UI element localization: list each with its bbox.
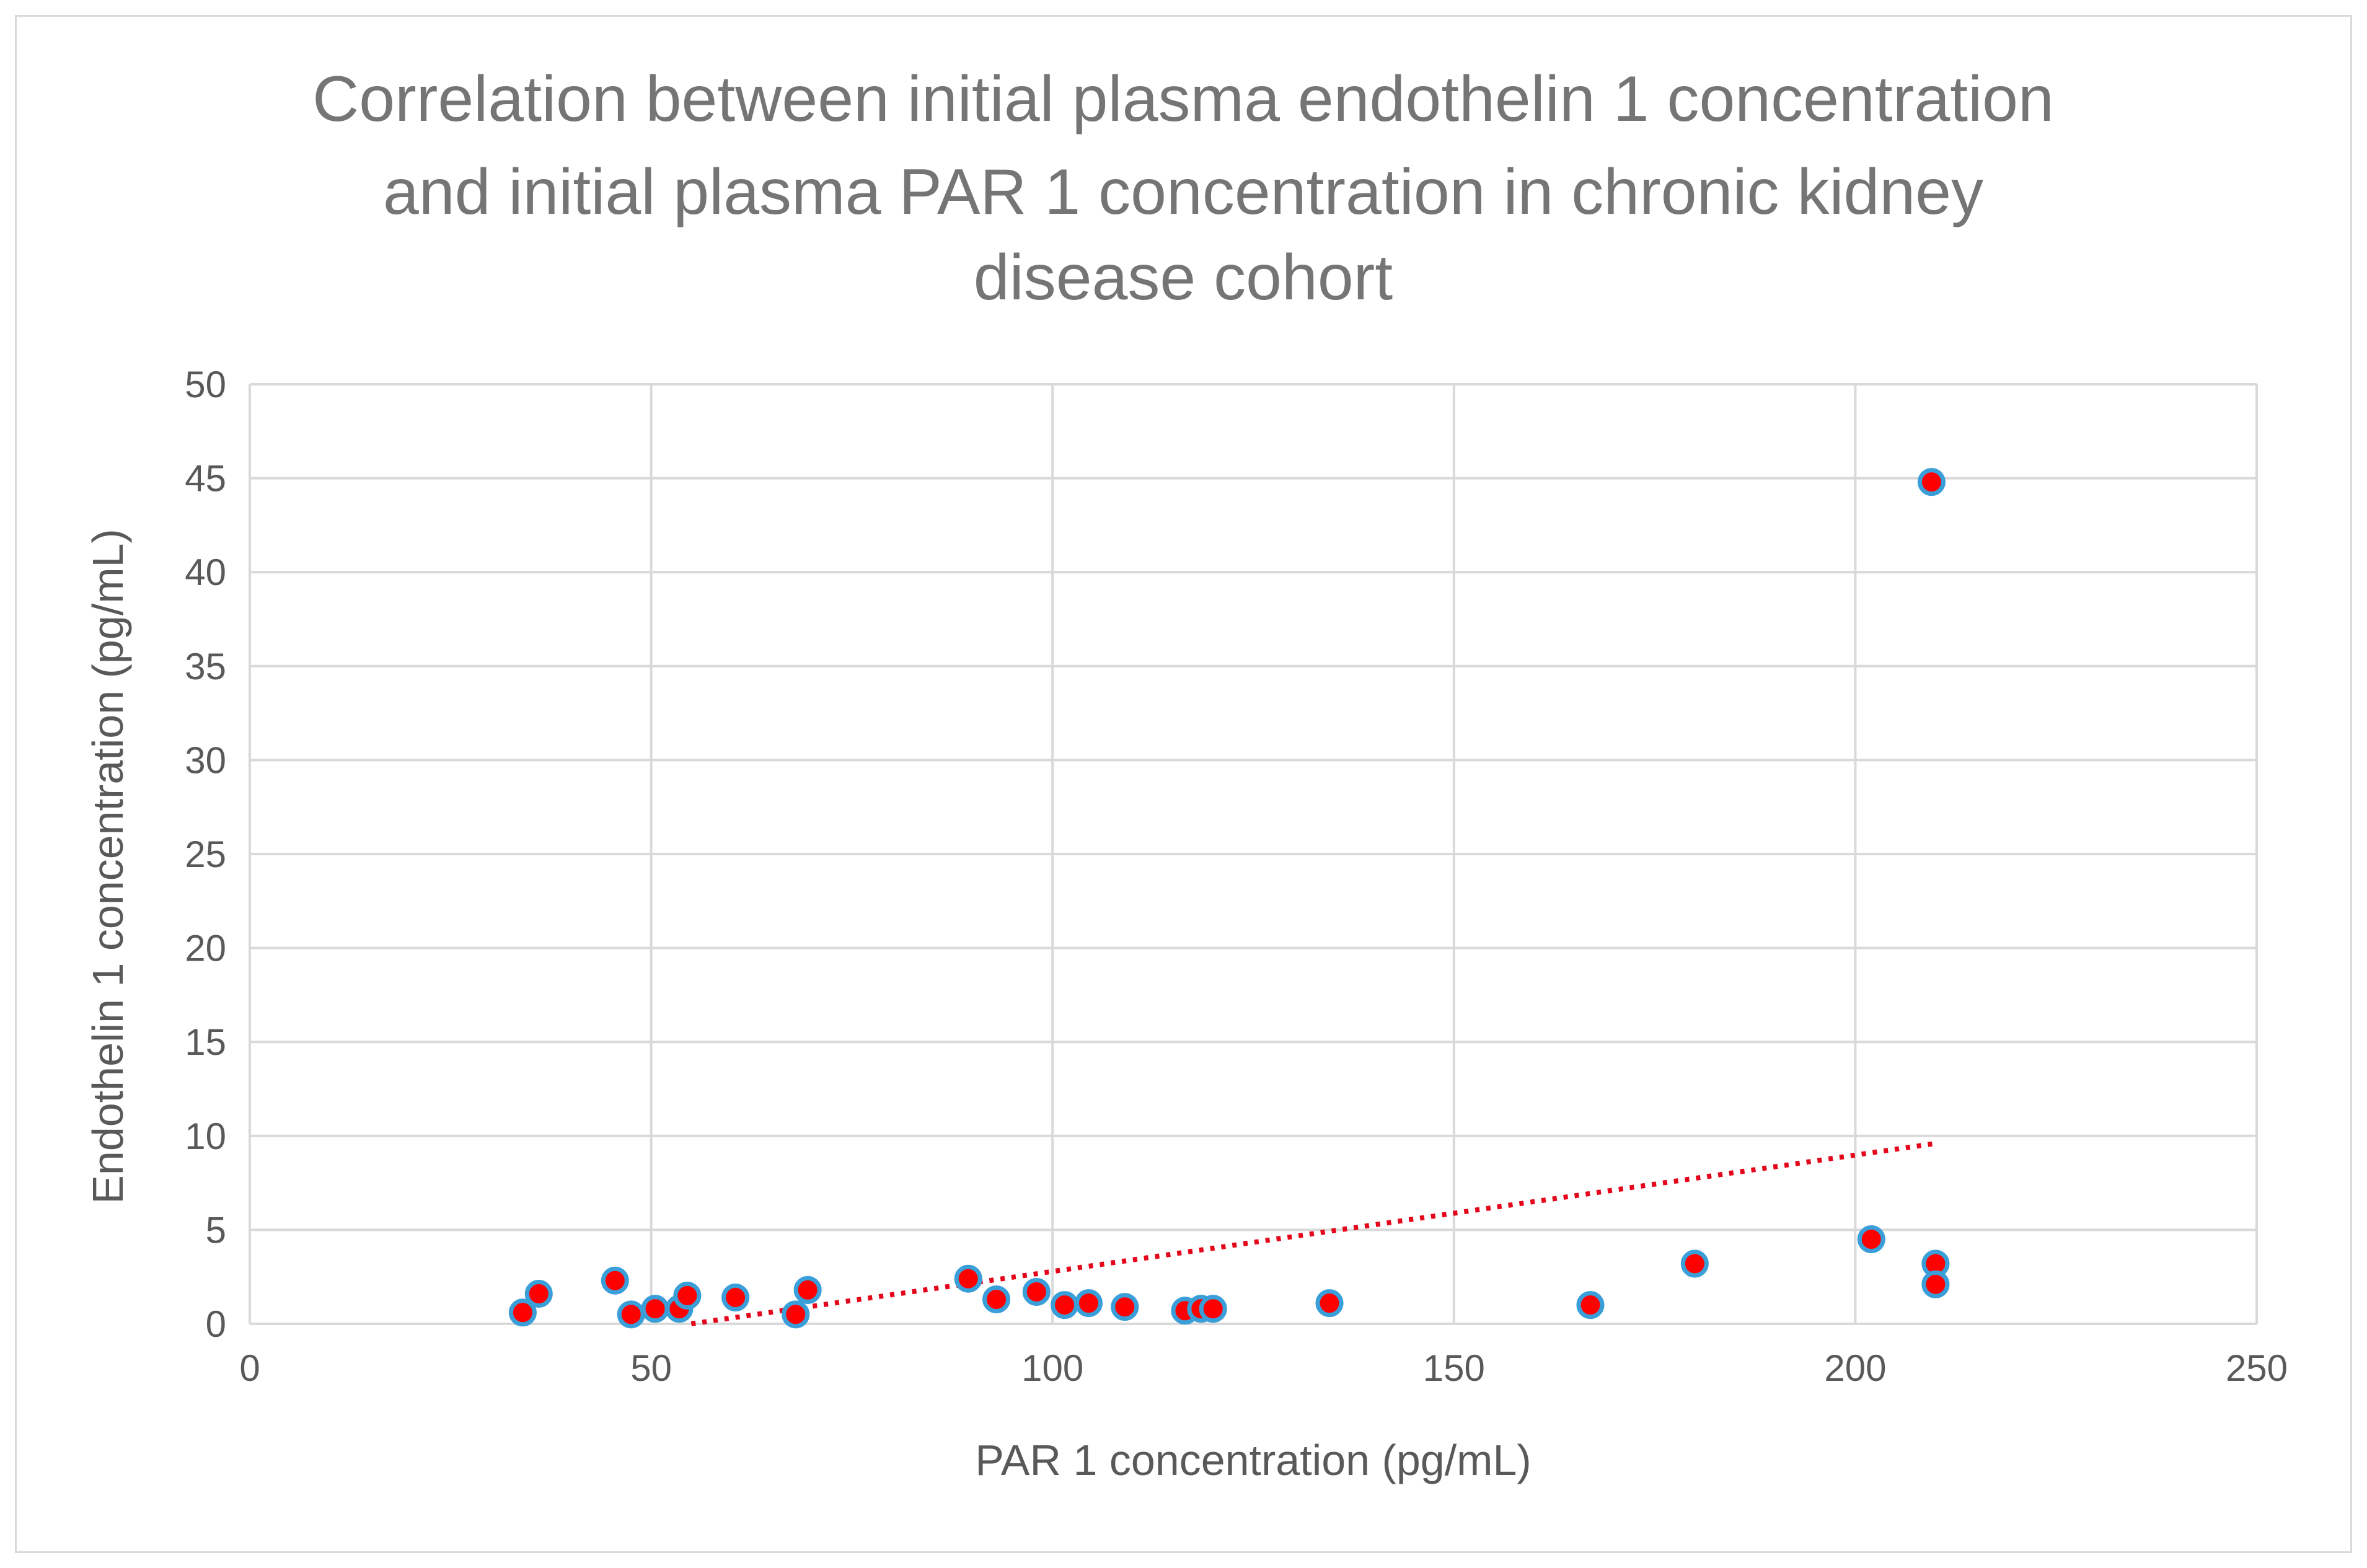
y-axis-title: Endothelin 1 concentration (pg/mL) (84, 529, 132, 1204)
data-point (1917, 468, 1946, 496)
data-point (1921, 1270, 1950, 1298)
data-point (524, 1279, 553, 1308)
y-tick-label: 35 (185, 646, 226, 687)
data-point (508, 1298, 537, 1327)
y-tick-label: 25 (185, 834, 226, 875)
x-tick-label: 150 (1423, 1347, 1485, 1389)
data-points (508, 468, 1950, 1329)
x-tick-label: 200 (1824, 1347, 1886, 1389)
trend-line (690, 1140, 1936, 1326)
x-tick-label: 0 (239, 1347, 260, 1389)
chart-title-line-1: Correlation between initial plasma endot… (312, 63, 2054, 135)
data-point (673, 1282, 702, 1310)
y-tick-label: 20 (185, 928, 226, 969)
data-point (954, 1264, 982, 1293)
data-point (617, 1300, 645, 1329)
data-point (1315, 1289, 1344, 1318)
data-point (721, 1284, 750, 1312)
y-tick-label: 45 (185, 458, 226, 500)
data-point (1022, 1277, 1051, 1306)
x-tick-label: 100 (1021, 1347, 1083, 1389)
data-point (793, 1275, 822, 1304)
chart-title-line-2: and initial plasma PAR 1 concentration i… (383, 156, 1983, 228)
chart-title: Correlation between initial plasma endot… (312, 63, 2054, 314)
data-point (601, 1266, 629, 1295)
y-tick-label: 0 (206, 1303, 226, 1345)
gridlines (249, 383, 2258, 1325)
data-point (1051, 1291, 1079, 1319)
y-tick-label: 5 (206, 1209, 226, 1251)
x-axis-title: PAR 1 concentration (pg/mL) (975, 1436, 1531, 1484)
data-point (782, 1300, 810, 1329)
y-axis-ticks: 0 5 10 15 20 25 30 35 40 45 50 (185, 364, 226, 1345)
data-point (641, 1295, 669, 1323)
data-point (1857, 1225, 1885, 1254)
y-tick-label: 15 (185, 1021, 226, 1063)
x-tick-label: 250 (2226, 1347, 2288, 1389)
x-tick-label: 50 (630, 1347, 672, 1389)
y-tick-label: 50 (185, 364, 226, 405)
y-tick-label: 10 (185, 1116, 226, 1157)
data-point (1074, 1289, 1103, 1318)
chart-title-line-3: disease cohort (974, 242, 1393, 314)
y-tick-label: 30 (185, 739, 226, 781)
data-point (1576, 1291, 1605, 1319)
data-point (982, 1285, 1011, 1314)
chart-frame (15, 15, 2352, 1553)
data-point (1680, 1249, 1709, 1278)
data-point (1111, 1293, 1139, 1321)
y-tick-label: 40 (185, 552, 226, 593)
x-axis-ticks: 0 50 100 150 200 250 (239, 1347, 2288, 1389)
data-point (1199, 1295, 1227, 1323)
